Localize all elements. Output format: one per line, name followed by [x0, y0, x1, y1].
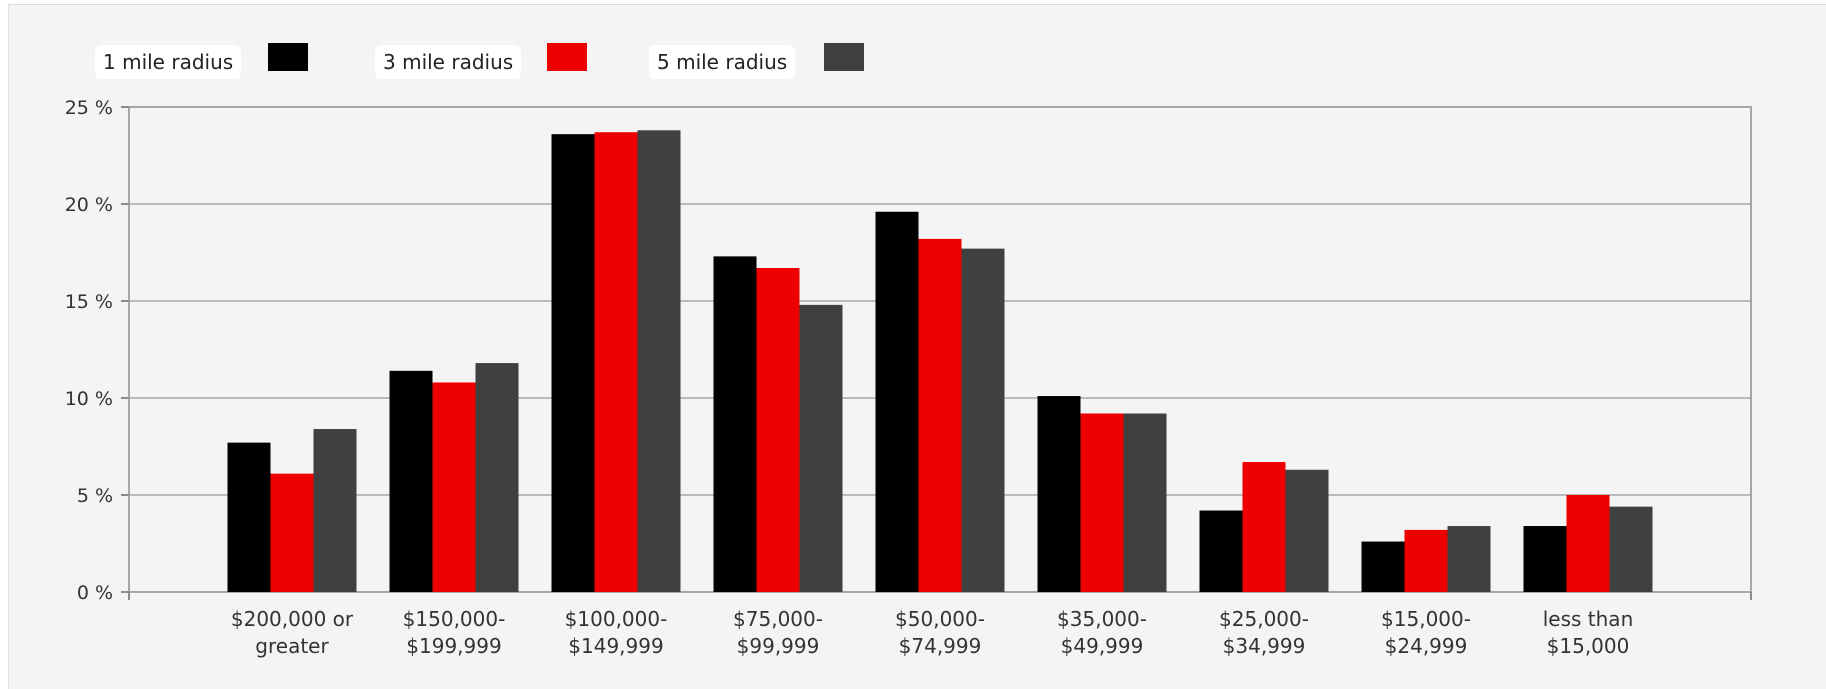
x-tick-label: $150,000-$199,999: [403, 607, 506, 658]
chart-panel: 1 mile radius 3 mile radius 5 mile radiu…: [8, 4, 1826, 689]
x-tick-label: $35,000-$49,999: [1057, 607, 1147, 658]
bar: [594, 132, 638, 592]
legend-label-5-mile: 5 mile radius: [649, 45, 796, 79]
y-tick-label: 0 %: [77, 582, 113, 604]
bar: [1361, 541, 1405, 592]
bar: [637, 130, 681, 592]
bar-group: [1037, 396, 1167, 592]
bar-group: [875, 211, 1005, 593]
bar-group: [551, 130, 681, 592]
y-tick-label: 15 %: [65, 291, 113, 313]
bar-group: [713, 256, 843, 592]
bar: [1447, 526, 1491, 592]
bar-group: [389, 363, 519, 592]
bar: [1609, 506, 1653, 592]
bar: [756, 268, 800, 592]
bar: [270, 473, 314, 592]
y-tick-label: 5 %: [77, 485, 113, 507]
bar: [713, 256, 757, 592]
bar: [1199, 510, 1243, 592]
legend-swatch-3-mile: [547, 43, 587, 71]
x-tick-label: $25,000-$34,999: [1219, 607, 1309, 658]
x-tick-label: $75,000-$99,999: [733, 607, 823, 658]
bar: [1523, 526, 1567, 592]
x-tick-label: $15,000-$24,999: [1381, 607, 1471, 658]
bar: [799, 304, 843, 592]
bar-chart: 0 % 5 % 10 % 15 % 20 % 25 % $200,000 or greater…: [65, 97, 1752, 658]
bar: [389, 370, 433, 592]
bar-group: [1523, 495, 1653, 592]
y-tick-label: 20 %: [65, 194, 113, 216]
bar: [918, 238, 962, 593]
y-tick-label: 10 %: [65, 388, 113, 410]
bar-group: [1199, 462, 1329, 592]
bar-group: [227, 429, 357, 592]
x-tick-label: less than $15,000: [1543, 607, 1634, 658]
x-tick-label: $50,000-$74,999: [895, 607, 985, 658]
bar: [1404, 529, 1448, 592]
bar: [1123, 413, 1167, 592]
legend-label-1-mile: 1 mile radius: [95, 45, 242, 79]
bar: [875, 211, 919, 592]
bar: [1037, 396, 1081, 592]
bar: [227, 442, 271, 592]
bar: [1080, 413, 1124, 592]
bar: [432, 382, 476, 592]
bar: [1242, 462, 1286, 592]
x-tick-label: $200,000 or greater: [231, 607, 354, 658]
bar: [313, 429, 357, 592]
bar-group: [1361, 526, 1491, 592]
legend-label-3-mile: 3 mile radius: [375, 45, 522, 79]
bar: [475, 363, 519, 592]
bar: [551, 134, 595, 592]
legend-swatch-5-mile: [824, 43, 864, 71]
x-tick-label: $100,000-$149,999: [565, 607, 668, 658]
bar: [1566, 495, 1610, 592]
bar: [1285, 469, 1329, 592]
y-tick-label: 25 %: [65, 97, 113, 119]
legend-swatch-1-mile: [268, 43, 308, 71]
bar: [961, 248, 1005, 592]
